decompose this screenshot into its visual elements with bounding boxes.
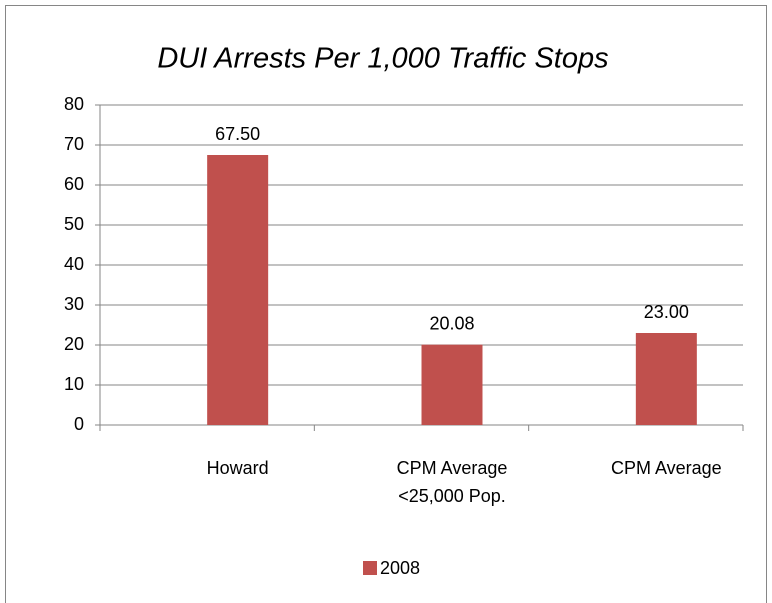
- chart-border: [5, 5, 767, 603]
- y-tick-label: 10: [64, 374, 84, 394]
- bar: [635, 333, 697, 425]
- y-tick-label: 50: [64, 214, 84, 234]
- bar: [207, 155, 269, 425]
- y-tick-label: 40: [64, 254, 84, 274]
- x-tick-label: Howard: [206, 458, 269, 478]
- data-label: 20.08: [429, 313, 474, 333]
- legend-swatch: [363, 561, 377, 575]
- data-label: 23.00: [644, 302, 689, 322]
- y-tick-label: 70: [64, 134, 84, 154]
- data-label: 67.50: [215, 124, 260, 144]
- y-tick-label: 30: [64, 294, 84, 314]
- legend-label: 2008: [380, 558, 420, 578]
- x-tick-label: CPM Average: [610, 458, 722, 478]
- bar: [421, 344, 483, 425]
- y-tick-label: 60: [64, 174, 84, 194]
- y-tick-label: 0: [74, 414, 84, 434]
- y-tick-label: 20: [64, 334, 84, 354]
- chart-title: DUI Arrests Per 1,000 Traffic Stops: [157, 43, 608, 75]
- y-tick-label: 80: [64, 94, 84, 114]
- x-tick-label: CPM Average <25,000 Pop.: [396, 458, 508, 506]
